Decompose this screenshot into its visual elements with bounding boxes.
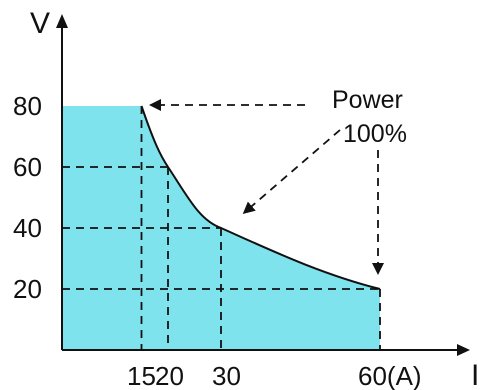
y-axis-title: V [30, 7, 50, 40]
grid-layer [62, 106, 381, 350]
power-curve-line [140, 105, 381, 290]
annotation-line-2: 100% [343, 120, 407, 148]
x-axis-arrowhead [457, 344, 470, 356]
x-tick-label-60: 60(A) [358, 361, 422, 390]
x-axis-title: I [471, 359, 479, 390]
annotation-line-1: Power [332, 86, 403, 114]
y-tick-label-20: 20 [13, 274, 42, 304]
y-tick-label-40: 40 [13, 213, 42, 243]
y-tick-label-60: 60 [13, 152, 42, 182]
annotation-layer: Power 100% [149, 86, 407, 275]
y-axis-arrowhead [56, 14, 68, 28]
arrow-to-curve [242, 129, 341, 214]
y-tick-label-80: 80 [13, 91, 42, 121]
x-tick-label-15: 15 [127, 361, 156, 390]
x-tick-label-20: 20 [155, 361, 184, 390]
x-tick-label-30: 30 [212, 361, 241, 390]
